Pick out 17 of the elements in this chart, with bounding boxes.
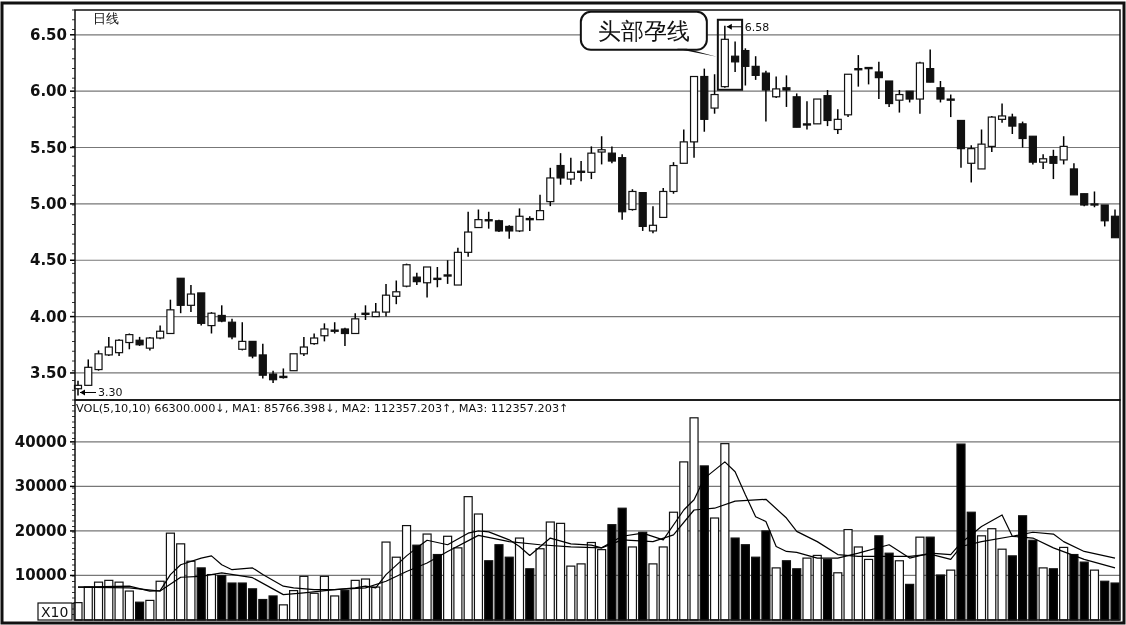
y-tick-label: 6.00 — [29, 82, 67, 101]
y-tick-label: 30000 — [14, 477, 67, 496]
y-tick-label: 20000 — [14, 521, 67, 540]
annotation: 3.30 — [98, 386, 123, 400]
y-tick-label: 10000 — [14, 566, 67, 585]
y-tick-label: 5.00 — [29, 194, 67, 213]
text: X10 — [41, 604, 69, 620]
y-tick-label: 40000 — [14, 432, 67, 451]
annotation: 头部孕线 — [597, 17, 690, 44]
y-tick-label: 6.50 — [29, 25, 67, 44]
chart-title: 日线 — [93, 11, 119, 26]
y-tick-label: 4.50 — [29, 251, 67, 270]
annotation: 6.58 — [744, 20, 770, 34]
y-tick-label: 4.00 — [29, 307, 67, 326]
annotation: VOL(5,10,10) 66300.000↓, MA1: 85766.398↓, MA2: 112357.203↑, MA3: 112357.203↑ — [76, 402, 569, 415]
y-tick-label: 5.50 — [29, 138, 67, 157]
y-tick-label: 3.50 — [29, 363, 67, 382]
